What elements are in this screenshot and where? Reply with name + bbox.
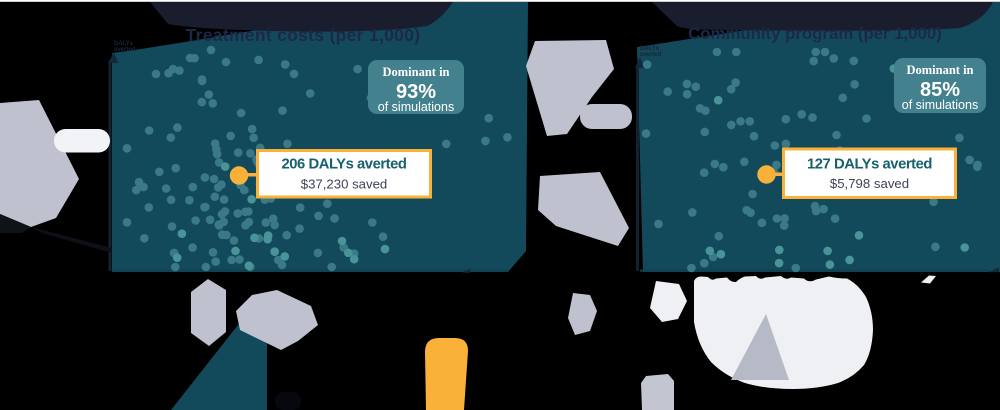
- svg-text:Community program (per 1,000): Community program (per 1,000): [688, 24, 942, 43]
- svg-text:Dominant in: Dominant in: [906, 63, 973, 77]
- svg-text:93%: 93%: [396, 81, 436, 103]
- svg-text:206 DALYs averted: 206 DALYs averted: [281, 157, 406, 173]
- svg-text:of simulations: of simulations: [902, 98, 978, 112]
- svg-text:DALYs: DALYs: [640, 46, 660, 52]
- svg-text:averted: averted: [640, 52, 662, 58]
- svg-text:$37,230 saved: $37,230 saved: [301, 176, 388, 191]
- svg-text:Treatment costs (per 1,000): Treatment costs (per 1,000): [186, 25, 421, 45]
- svg-text:127 DALYs averted: 127 DALYs averted: [807, 157, 932, 173]
- svg-text:85%: 85%: [920, 79, 960, 101]
- svg-text:DALYs: DALYs: [114, 41, 134, 47]
- svg-text:Dominant in: Dominant in: [382, 65, 449, 79]
- svg-text:of simulations: of simulations: [378, 100, 454, 114]
- svg-text:$5,798 saved: $5,798 saved: [830, 176, 909, 191]
- svg-text:averted: averted: [114, 47, 136, 53]
